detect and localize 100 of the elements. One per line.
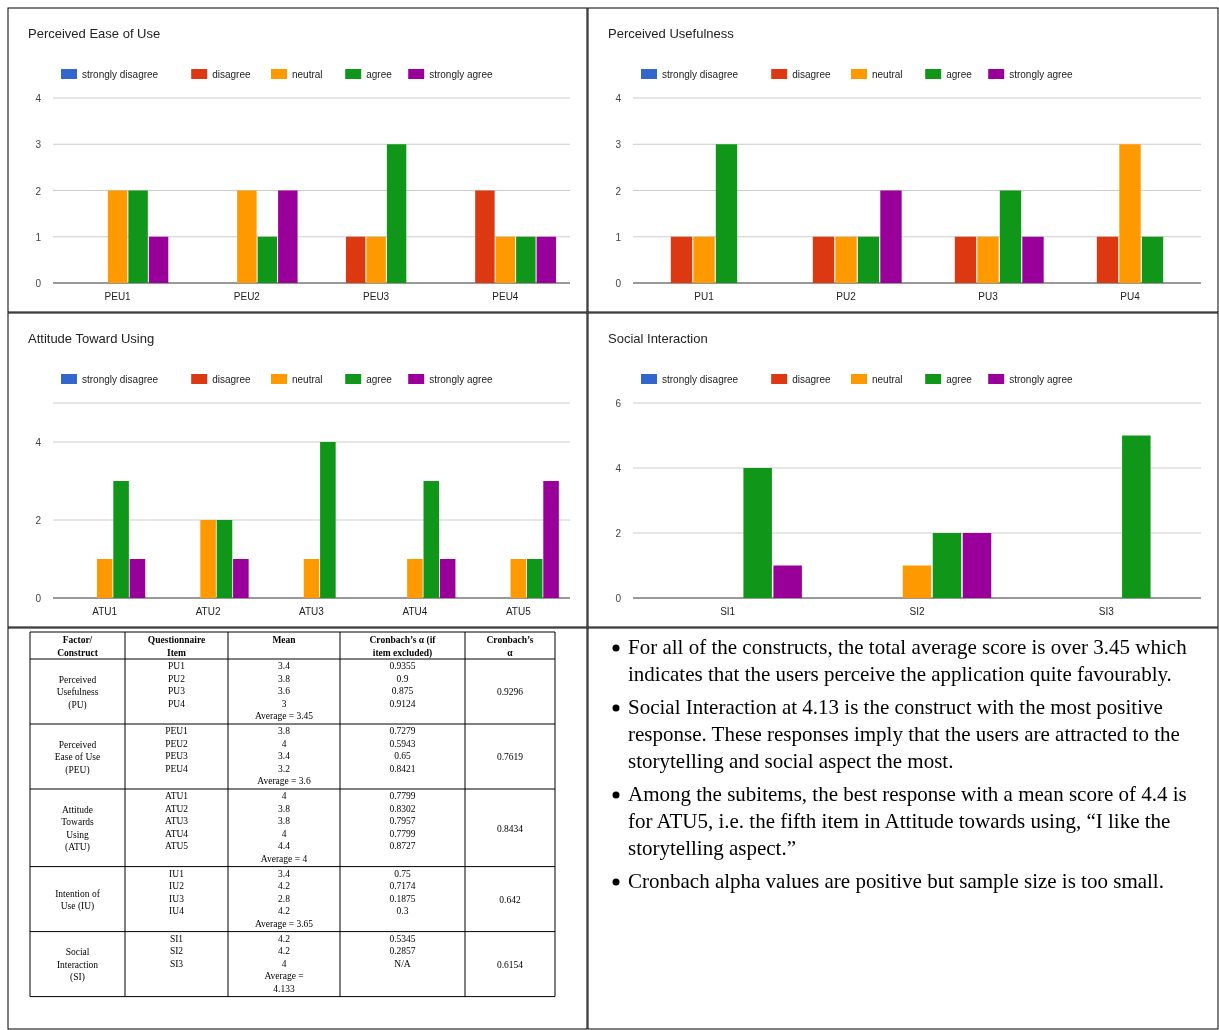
y-tick-label: 6 [615,398,622,409]
bar [233,559,249,598]
bar [932,533,962,598]
x-tick-label: ATU1 [92,606,118,617]
y-tick-label: 2 [615,528,622,539]
text: SI1 SI2 SI3 [169,933,184,969]
bar [1119,144,1141,283]
text: Social Interaction at 4.13 is the construct with the most positive response. These responses imply that the users are attracted to the storytelling and social aspect the most. [628,695,1180,773]
bar [107,190,128,283]
bar [510,559,527,598]
bar [835,236,857,283]
text: PU1 PU2 PU3 PU4 [168,661,186,709]
text: For all of the constructs, the total average score is over 3.45 which indicates that the users perceive the application quite favourably. [628,635,1188,686]
bar [439,559,456,598]
legend-label: agree [366,374,393,385]
bar [96,559,113,598]
chart-title: Perceived Ease of Use [28,26,161,41]
text: Cronbach alpha values are positive but sample size is too small. [628,869,1164,893]
bar [216,520,233,598]
bar [1096,236,1119,283]
x-tick-label: PU4 [1120,291,1141,302]
text: IU1 IU2 IU3 IU4 [169,868,185,917]
x-tick-label: PEU4 [492,291,519,302]
bar [320,442,336,598]
x-tick-label: PU2 [836,291,857,302]
text: Perceived Ease of Use (PEU) [54,739,101,776]
x-tick-label: PEU2 [233,291,261,302]
text: ATU1 ATU2 ATU3 ATU4 ATU5 [164,791,189,852]
y-tick-label: 0 [35,278,42,289]
x-tick-label: ATU4 [402,606,428,617]
bar [257,236,278,283]
bar [345,236,366,283]
bar [962,533,992,598]
x-tick-label: SI3 [1098,606,1115,617]
bar [773,565,802,598]
bar [693,236,715,283]
text: 3.8 4 3.4 3.2 Average = 3.6 [257,726,311,787]
bar [543,481,559,598]
bar [200,520,216,598]
chart-title: Social Interaction [608,331,708,346]
y-tick-label: 1 [615,231,622,243]
text: Factor/ Construct [57,635,99,658]
text: 0.75 0.7174 0.1875 0.3 [389,868,416,917]
bar [303,559,320,598]
text: 3.4 4.2 2.8 4.2 Average = 3.65 [254,868,314,929]
legend-label: strongly agree [1009,374,1074,385]
legend-label: strongly disagree [82,69,159,80]
y-tick-label: 1 [35,231,42,243]
x-tick-label: PU1 [694,291,715,302]
y-tick-label: 0 [615,593,622,604]
y-tick-label: 2 [35,515,42,526]
text: Cronbach’s α (if item excluded) [369,635,437,659]
y-tick-label: 2 [615,185,622,197]
legend-label: disagree [792,374,831,385]
bar [880,190,902,283]
x-tick-label: SI2 [909,606,925,617]
text: Attitude Towards Using (ATU) [61,804,95,854]
legend-label: strongly agree [429,374,494,385]
x-tick-label: PU3 [978,291,999,302]
legend-label: strongly disagree [82,374,159,385]
y-tick-label: 4 [615,463,622,474]
bar [113,481,129,598]
text: Questionnaire Item [147,635,206,658]
bar [423,481,440,598]
bar [128,190,148,283]
bar [536,236,557,283]
y-tick-label: 4 [615,93,622,104]
x-tick-label: ATU5 [505,606,532,617]
text: Mean [272,635,297,645]
legend-label: agree [946,374,973,385]
y-tick-label: 4 [35,437,42,448]
bar [407,559,423,598]
y-tick-label: 2 [35,185,42,197]
text: 4 3.8 3.8 4 4.4 Average = 4 [260,791,308,864]
text: 0.8434 [496,823,524,834]
y-tick-label: 3 [615,139,622,151]
text: 0.7619 [496,752,524,763]
bar [1022,236,1044,283]
y-tick-label: 0 [615,278,622,289]
text: 0.7799 0.8302 0.7957 0.7799 0.8727 [389,791,416,852]
text: Social Interaction (SI) [56,947,99,984]
bar [516,236,536,283]
text: 0.642 [499,894,521,905]
legend-label: disagree [792,69,831,80]
text: Intention of Use (IU) [55,888,101,913]
bar [148,236,169,283]
bar [954,236,977,283]
bar [902,565,932,598]
bar [237,190,257,283]
legend-label: neutral [872,374,903,385]
y-tick-label: 3 [35,139,42,151]
legend-label: agree [366,69,393,80]
bar [129,559,146,598]
y-tick-label: 4 [35,93,42,104]
x-tick-label: PEU1 [104,291,132,302]
bar [857,236,880,283]
legend-label: neutral [292,69,323,80]
chart-title: Attitude Toward Using [28,331,155,346]
legend-label: strongly agree [429,69,494,80]
chart-title: Perceived Usefulness [608,26,735,41]
